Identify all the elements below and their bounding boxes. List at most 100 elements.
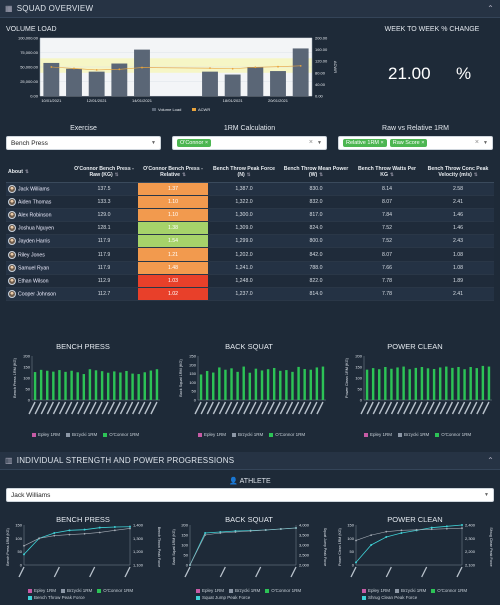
back-squat-chart-title: BACK SQUAT: [225, 342, 273, 351]
chevron-down-icon: ▼: [151, 140, 156, 146]
brzycki-point: [189, 564, 191, 566]
legend-item[interactable]: O'Connor 1RM: [435, 432, 471, 437]
chevron-down-icon: ▼: [484, 492, 489, 498]
table-row[interactable]: Ethan Wilson 112.9 1.03 1,248.0 822.0 7.78 1.8…: [6, 274, 494, 289]
collapse-chevron-icon[interactable]: ⌃: [487, 4, 494, 13]
legend-swatch: [192, 108, 196, 111]
x-tick-label-placeholder: [476, 401, 484, 415]
athlete-name[interactable]: Riley Jones: [18, 251, 45, 258]
relative-cell: 1.37: [138, 182, 208, 196]
x-tick-label-placeholder: [421, 566, 428, 578]
volume-bar: [88, 71, 105, 96]
table-row[interactable]: Jayden Harris 117.9 1.54 1,299.0 800.0 7.52 2.…: [6, 234, 494, 249]
legend-item[interactable]: Epley 1RM: [196, 588, 224, 593]
col-header-velocity[interactable]: Bench Throw Conc Peak Velocity (m/s) ⇅: [422, 163, 494, 183]
calc-tag[interactable]: O'Connor ×: [177, 139, 212, 147]
wpk-cell: 7.52: [352, 234, 422, 249]
legend-item[interactable]: Epley 1RM: [362, 588, 390, 593]
power-clean-chart-title: POWER CLEAN: [387, 342, 443, 351]
legend-item[interactable]: O'Connor 1RM: [97, 588, 133, 593]
athlete-name[interactable]: Cooper Johnson: [18, 291, 57, 298]
table-row[interactable]: Aiden Thomas 133.3 1.10 1,322.0 832.0 8.07 2.4…: [6, 195, 494, 209]
volume-bar: [247, 67, 264, 96]
clear-icon[interactable]: ×: [474, 139, 479, 146]
legend-item[interactable]: Squat Jump Peak Force: [196, 595, 250, 600]
peak-force-point: [461, 524, 463, 526]
legend-item[interactable]: O'Connor 1RM: [269, 432, 305, 437]
calc-select[interactable]: O'Connor × × ▼: [172, 136, 327, 150]
athlete-name[interactable]: Alex Robinson: [18, 212, 52, 219]
legend-item[interactable]: Brzycki 1RM: [395, 588, 426, 593]
y2-tick-label: 1,100: [133, 563, 144, 568]
col-header-relative[interactable]: O'Connor Bench Press - Relative ⇅: [138, 163, 208, 183]
legend-item[interactable]: O'Connor 1RM: [103, 432, 139, 437]
col-header-power[interactable]: Bench Throw Mean Power (W) ⇅: [280, 163, 352, 183]
oconnor-bar: [384, 367, 387, 400]
athlete-name[interactable]: Jack Williams: [18, 185, 50, 192]
velocity-cell: 2.41: [422, 287, 494, 302]
col-header-raw[interactable]: O'Connor Bench Press - Raw (KG) ⇅: [70, 163, 138, 183]
avatar: [8, 250, 16, 259]
x-tick-label-placeholder: [206, 401, 214, 415]
table-row[interactable]: Alex Robinson 129.0 1.10 1,300.0 817.0 7.84 1.…: [6, 208, 494, 223]
raw-rel-select[interactable]: Relative 1RM × Raw Score × × ▼: [338, 136, 493, 150]
squat-legend: Epley 1RM Brzycki 1RM O'Connor 1RM: [198, 432, 305, 437]
clear-icon[interactable]: ×: [308, 139, 313, 146]
table-row[interactable]: Jack Williams 137.5 1.37 1,387.0 830.0 8.14 2.…: [6, 182, 494, 196]
oconnor-bar: [420, 367, 424, 400]
athlete-select[interactable]: Jack Williams ▼: [6, 488, 494, 502]
table-row[interactable]: Riley Jones 117.9 1.21 1,202.0 842.0 8.07 1.08: [6, 247, 494, 262]
collapse-chevron-icon[interactable]: ⌃: [487, 456, 494, 465]
raw-score-tag[interactable]: Raw Score ×: [389, 139, 428, 147]
force-cell: 1,237.0: [208, 287, 280, 302]
col-header-wpk[interactable]: Bench Throw Watts Per KG ⇅: [352, 163, 422, 183]
acwr-point: [118, 68, 121, 71]
table-row[interactable]: Cooper Johnson 112.7 1.02 1,237.0 814.0 7.78 2…: [6, 287, 494, 302]
individual-progressions-header[interactable]: ▥ INDIVIDUAL STRENGTH AND POWER PROGRESS…: [0, 452, 500, 470]
power-cell: 824.0: [280, 221, 352, 236]
legend-item[interactable]: Brzycki 1RM: [232, 432, 263, 437]
squad-overview-header[interactable]: ▦ SQUAD OVERVIEW ⌃: [0, 0, 500, 18]
col-header-about[interactable]: About ⇅: [6, 163, 70, 183]
col-header-force[interactable]: Bench Throw Peak Force (N) ⇅: [208, 163, 280, 183]
table-row[interactable]: Samuel Ryan 117.9 1.48 1,241.0 788.0 7.66 1.08: [6, 261, 494, 275]
athlete-name[interactable]: Ethan Wilson: [18, 278, 49, 285]
athlete-name[interactable]: Samuel Ryan: [18, 265, 50, 272]
legend-item[interactable]: Brzycki 1RM: [229, 588, 260, 593]
legend-item[interactable]: Bench Throw Peak Force: [28, 595, 85, 600]
x-tick-label-placeholder: [304, 401, 312, 415]
y2-tick-label: 1,200: [133, 549, 144, 554]
legend-item[interactable]: Brzycki 1RM: [398, 432, 429, 437]
clean-progress-title: POWER CLEAN: [387, 515, 443, 524]
x-tick-label-placeholder: [18, 566, 25, 578]
table-row[interactable]: Joshua Nguyen 128.1 1.38 1,309.0 824.0 7.52 1.…: [6, 221, 494, 236]
legend-item[interactable]: Brzycki 1RM: [66, 432, 97, 437]
athlete-name[interactable]: Joshua Nguyen: [18, 225, 55, 232]
volume-load-chart: 100,000.00 75,000.00 50,000.00 25,000.00 0.0…: [18, 36, 338, 113]
oconnor-bar: [218, 367, 221, 400]
legend-item[interactable]: Epley 1RM: [198, 432, 226, 437]
oconnor-bar: [457, 367, 460, 400]
y2-axis-label: Squat Jump Peak Force: [323, 528, 327, 567]
athlete-name-cell: Aiden Thomas: [6, 195, 70, 209]
legend-item[interactable]: O'Connor 1RM: [431, 588, 467, 593]
legend-item[interactable]: Epley 1RM: [32, 432, 60, 437]
oconnor-bar: [64, 371, 67, 400]
x-tick-label-placeholder: [138, 401, 146, 415]
legend-item[interactable]: Epley 1RM: [364, 432, 392, 437]
athlete-name[interactable]: Jayden Harris: [18, 238, 51, 245]
volume-bar: [66, 68, 82, 96]
exercise-select[interactable]: Bench Press ▼: [6, 136, 161, 150]
legend-item[interactable]: Brzycki 1RM: [61, 588, 92, 593]
x-tick-label: 12/01/2021: [87, 98, 108, 103]
relative-tag[interactable]: Relative 1RM ×: [343, 139, 387, 147]
brzycki-point: [23, 544, 25, 547]
x-tick-label-placeholder: [71, 401, 79, 415]
oconnor-bar: [155, 369, 159, 400]
week-change-unit: %: [456, 64, 472, 83]
legend-item[interactable]: Shrug Clean Peak Force: [362, 595, 417, 600]
legend-item[interactable]: O'Connor 1RM: [265, 588, 301, 593]
y-axis-label: Power Clean 1RM (KG): [345, 357, 349, 398]
legend-item[interactable]: Epley 1RM: [28, 588, 56, 593]
athlete-name[interactable]: Aiden Thomas: [18, 199, 52, 206]
